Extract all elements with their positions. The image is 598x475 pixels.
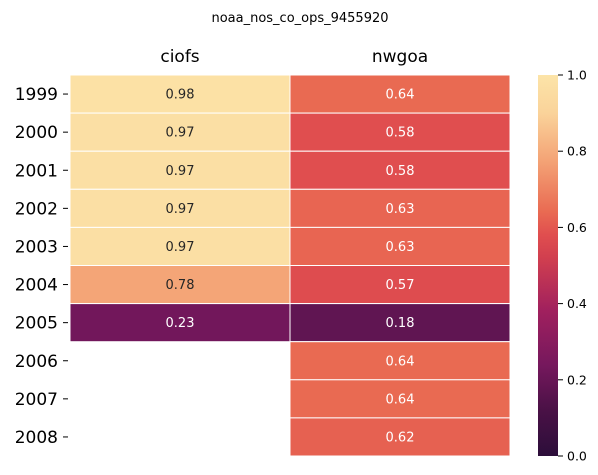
cell-label-2003-nwgoa: 0.63 <box>386 240 415 255</box>
cell-label-2005-ciofs: 0.23 <box>166 316 195 331</box>
cell-label-2001-ciofs: 0.97 <box>166 164 195 179</box>
colorbar-tick-label-0.2: 0.2 <box>567 372 587 387</box>
cell-2001-nwgoa <box>289 150 511 190</box>
cell-2007-nwgoa <box>289 379 511 419</box>
column-label-nwgoa: nwgoa <box>372 47 428 67</box>
colorbar-tick-label-0.6: 0.6 <box>567 220 587 235</box>
row-label-2003: 2003 <box>15 237 58 257</box>
chart-title: noaa_nos_co_ops_9455920 <box>211 11 388 26</box>
cell-label-2003-ciofs: 0.97 <box>166 240 195 255</box>
colorbar-gradient <box>538 75 558 456</box>
cell-2005-nwgoa <box>289 303 511 343</box>
colorbar-tick-label-0.8: 0.8 <box>567 144 587 159</box>
heatmap-cells: 0.98 0.64 0.97 0.58 0.97 0.58 0.97 0.63 0.97 0.63… <box>69 74 511 457</box>
cell-2004-ciofs <box>69 265 291 305</box>
cell-2003-nwgoa <box>289 226 511 266</box>
cell-label-2001-nwgoa: 0.58 <box>386 164 415 179</box>
row-label-2005: 2005 <box>15 314 58 334</box>
column-labels: ciofs nwgoa <box>160 47 428 67</box>
cell-2003-ciofs <box>69 226 291 266</box>
cell-label-2008-nwgoa: 0.62 <box>386 430 415 445</box>
cell-label-2005-nwgoa: 0.18 <box>386 316 415 331</box>
cell-2004-nwgoa <box>289 265 511 305</box>
row-label-2007: 2007 <box>15 390 58 410</box>
cell-label-2002-ciofs: 0.97 <box>166 202 195 217</box>
cell-label-1999-nwgoa: 0.64 <box>386 88 415 103</box>
cell-2001-ciofs <box>69 150 291 190</box>
cell-2002-ciofs <box>69 188 291 228</box>
row-label-1999: 1999 <box>15 85 58 105</box>
cell-label-1999-ciofs: 0.98 <box>166 88 195 103</box>
row-label-2004: 2004 <box>15 276 58 296</box>
row-label-2000: 2000 <box>15 123 58 143</box>
cell-1999-nwgoa <box>289 74 511 114</box>
cell-2000-nwgoa <box>289 112 511 152</box>
cell-2008-nwgoa <box>289 417 511 457</box>
cell-label-2000-nwgoa: 0.58 <box>386 126 415 141</box>
colorbar: 0.0 0.2 0.4 0.6 0.8 1.0 <box>538 68 587 464</box>
colorbar-tick-label-0.4: 0.4 <box>567 296 587 311</box>
colorbar-tick-label-0.0: 0.0 <box>567 449 587 464</box>
cell-label-2002-nwgoa: 0.63 <box>386 202 415 217</box>
row-label-2006: 2006 <box>15 352 58 372</box>
row-label-2001: 2001 <box>15 161 58 181</box>
row-labels: 1999 2000 2001 2002 2003 2004 2005 2006 2007 2008 <box>15 85 68 448</box>
cell-label-2007-nwgoa: 0.64 <box>386 392 415 407</box>
cell-label-2004-ciofs: 0.78 <box>166 278 195 293</box>
colorbar-tick-label-1.0: 1.0 <box>567 68 587 83</box>
cell-2006-nwgoa <box>289 341 511 381</box>
row-label-2002: 2002 <box>15 199 58 219</box>
cell-2005-ciofs <box>69 303 291 343</box>
cell-label-2000-ciofs: 0.97 <box>166 126 195 141</box>
cell-label-2004-nwgoa: 0.57 <box>386 278 415 293</box>
column-label-ciofs: ciofs <box>160 47 199 67</box>
cell-2002-nwgoa <box>289 188 511 228</box>
row-label-2008: 2008 <box>15 428 58 448</box>
cell-label-2006-nwgoa: 0.64 <box>386 354 415 369</box>
